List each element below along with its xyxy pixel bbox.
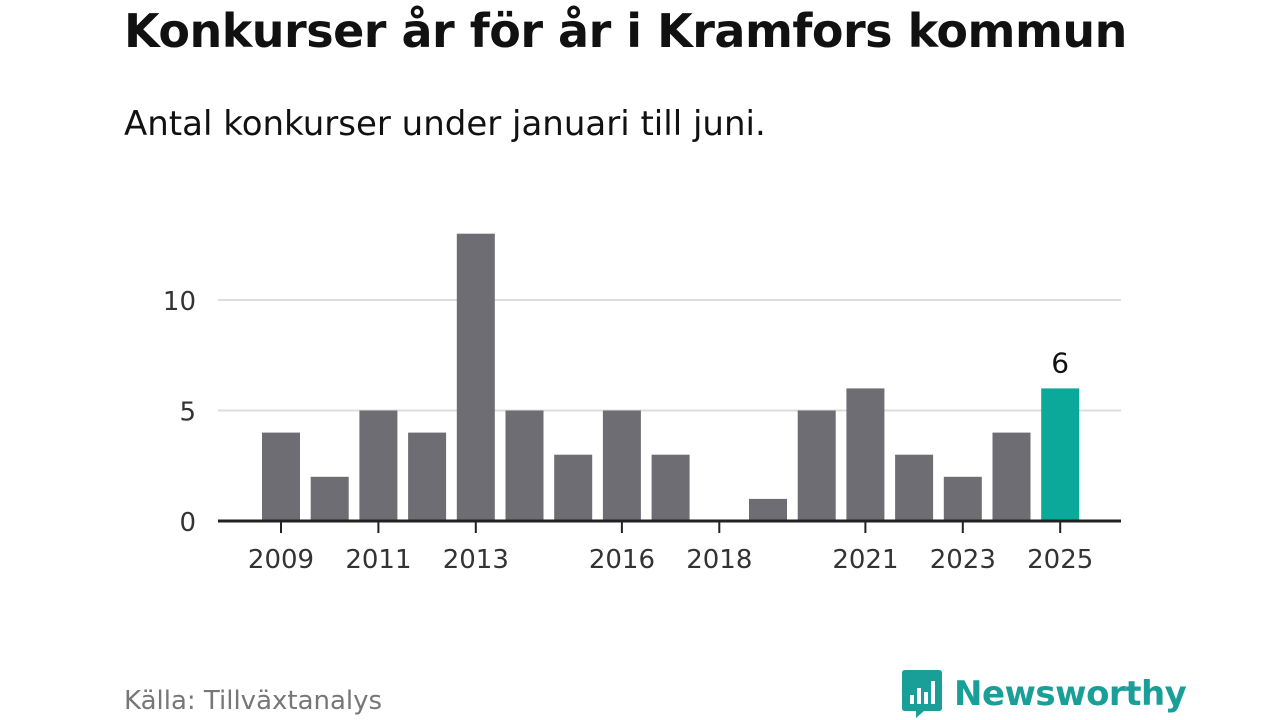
bar-2009 [262, 432, 300, 521]
axes [218, 519, 1121, 533]
grid-lines [218, 299, 1121, 412]
y-tick-label: 0 [179, 508, 196, 538]
chart-subtitle: Antal konkurser under januari till juni. [124, 104, 766, 144]
y-tick-label: 5 [179, 398, 196, 428]
bar-2025 [1041, 388, 1080, 521]
x-tick-label: 2023 [930, 545, 996, 575]
x-tick-label: 2013 [443, 545, 509, 575]
bar-2011 [359, 410, 398, 521]
brand-logo: Newsworthy [902, 670, 1187, 718]
bar-2020 [797, 410, 836, 521]
data-label-2025: 6 [1051, 346, 1069, 379]
bar-chart: 0 5 10 6 2009 2011 2013 2016 2018 2021 2023 2025 [163, 233, 1121, 575]
labels: 0 5 10 6 2009 2011 2013 2016 2018 2021 2023 2025 [163, 287, 1093, 575]
x-tick-label: 2009 [248, 545, 314, 575]
x-tick-label: 2021 [832, 545, 898, 575]
chart-title: Konkurser år för år i Kramfors kommun [124, 4, 1127, 58]
x-tick-label: 2025 [1027, 545, 1093, 575]
bar-2016 [602, 410, 641, 521]
bar-2015 [554, 454, 593, 521]
bar-2022 [895, 454, 934, 521]
bar-chart-speech-bubble-icon [902, 670, 942, 718]
y-tick-label: 10 [163, 287, 196, 317]
bar-2019 [749, 498, 787, 521]
bars [262, 233, 1080, 521]
brand-name: Newsworthy [954, 674, 1187, 714]
bar-2017 [651, 454, 690, 521]
bar-2023 [943, 476, 982, 521]
x-tick-label: 2018 [686, 545, 752, 575]
bar-2021 [846, 388, 885, 521]
bar-2013 [456, 233, 495, 521]
bar-2014 [505, 410, 544, 521]
x-tick-label: 2011 [345, 545, 411, 575]
bar-2012 [408, 432, 447, 521]
source-note: Källa: Tillväxtanalys [124, 686, 383, 716]
bar-2010 [310, 476, 349, 521]
x-tick-label: 2016 [589, 545, 655, 575]
bar-2024 [992, 432, 1031, 521]
